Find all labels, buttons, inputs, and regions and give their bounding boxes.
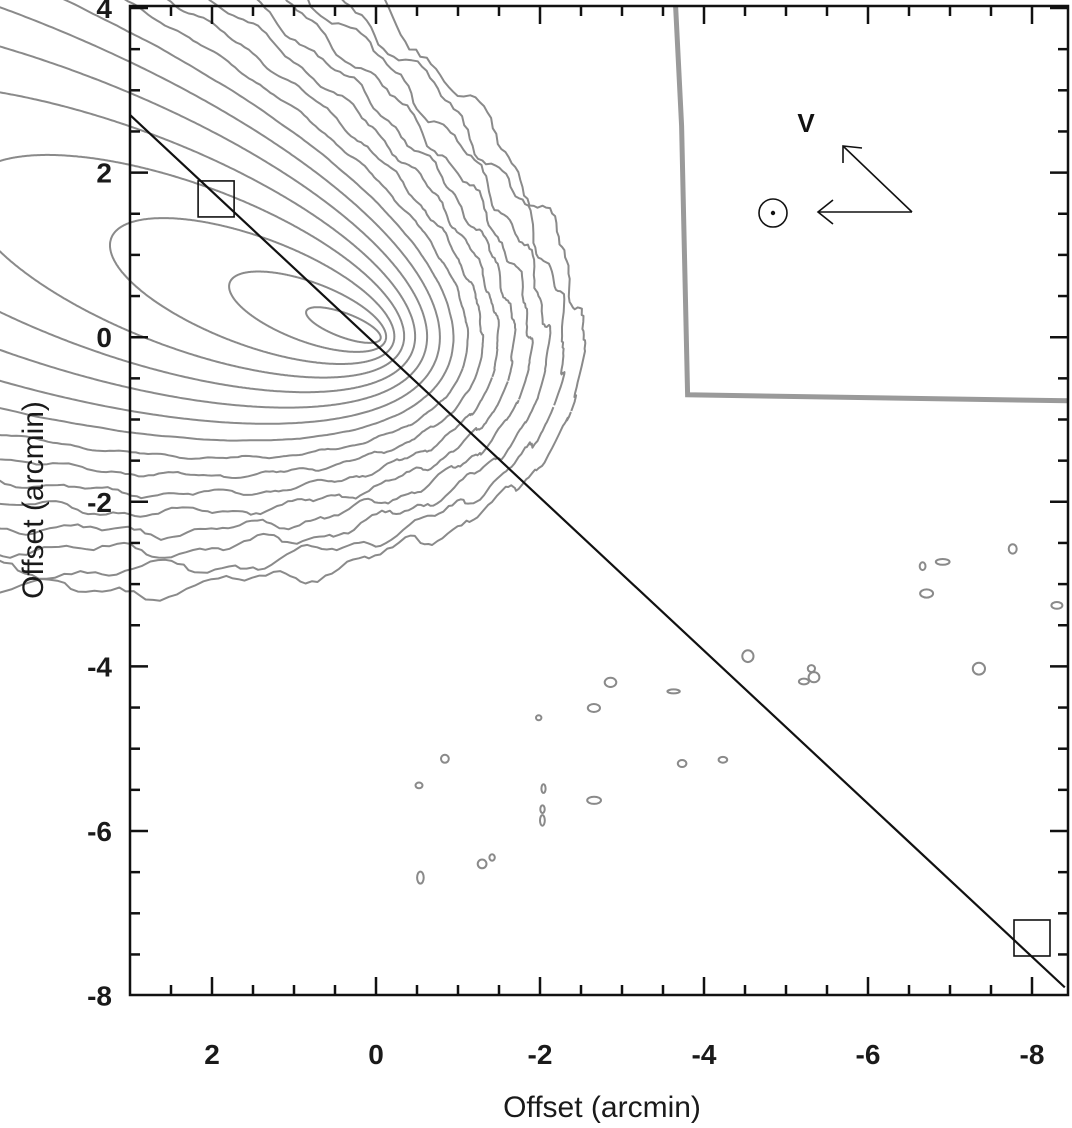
y-tick-label: 2 bbox=[96, 158, 112, 189]
contour-level-13 bbox=[0, 0, 534, 541]
noise-contour bbox=[488, 853, 496, 862]
noise-contour bbox=[586, 795, 602, 805]
contour-level-6 bbox=[0, 45, 429, 409]
noise-contour bbox=[535, 714, 543, 722]
noise-contour bbox=[414, 781, 424, 790]
axis-ticks bbox=[130, 6, 1068, 995]
noise-contour bbox=[676, 759, 688, 768]
x-tick-label: -4 bbox=[692, 1039, 717, 1070]
noise-contour bbox=[1007, 543, 1018, 555]
contour-level-3 bbox=[109, 217, 396, 365]
inset-border bbox=[673, 5, 1069, 404]
x-tick-label: -2 bbox=[528, 1039, 553, 1070]
square-markers bbox=[197, 180, 1051, 957]
noise-contour bbox=[603, 676, 618, 689]
y-tick-label: 0 bbox=[96, 322, 112, 353]
square-marker-1 bbox=[197, 180, 235, 218]
sun-symbol-icon bbox=[758, 198, 788, 228]
inset-panel: V bbox=[673, 5, 1069, 404]
noise-contour bbox=[934, 558, 951, 566]
contour-level-4 bbox=[0, 153, 406, 379]
noise-contour bbox=[586, 703, 602, 713]
noise-contour bbox=[539, 804, 546, 815]
x-tick-label: -6 bbox=[856, 1039, 881, 1070]
x-axis-label: Offset (arcmin) bbox=[503, 1091, 701, 1124]
y-tick-label: -2 bbox=[87, 487, 112, 518]
y-tick-label: -4 bbox=[87, 651, 112, 682]
x-tick-label: -8 bbox=[1020, 1039, 1045, 1070]
noise-contour bbox=[797, 677, 810, 686]
noise-contour bbox=[666, 688, 681, 695]
noise-contour bbox=[1050, 601, 1064, 610]
noise-contour bbox=[971, 661, 987, 676]
noise-contour bbox=[440, 753, 450, 764]
square-marker-2 bbox=[1013, 919, 1051, 957]
noise-contour bbox=[918, 561, 927, 572]
contour-level-5 bbox=[0, 91, 417, 394]
noise-contour bbox=[807, 671, 821, 684]
contour-level-1 bbox=[305, 306, 382, 344]
noise-contour bbox=[741, 649, 755, 664]
noise-contour bbox=[416, 870, 425, 885]
y-tick-label: 4 bbox=[96, 0, 112, 24]
contour-level-2 bbox=[228, 270, 388, 353]
noise-contour bbox=[539, 814, 546, 827]
contour-level-9 bbox=[0, 0, 470, 460]
inset-mask bbox=[679, 6, 1068, 401]
y-tick-label: -8 bbox=[87, 981, 112, 1012]
noise-contour bbox=[540, 783, 547, 794]
plot-frame bbox=[128, 4, 1070, 997]
contour-level-8 bbox=[0, 0, 455, 442]
noise-contour bbox=[717, 755, 729, 764]
noise-contour bbox=[476, 858, 488, 870]
x-tick-labels: 2 0 -2 -4 -6 -8 bbox=[204, 1039, 1044, 1070]
cut-line bbox=[129, 114, 1066, 989]
contour-level-15 bbox=[0, 0, 566, 580]
velocity-label: V bbox=[797, 108, 815, 138]
y-tick-label: -6 bbox=[87, 816, 112, 847]
contour-lines bbox=[0, 0, 1064, 885]
noise-contour bbox=[806, 664, 817, 674]
y-tick-labels: 4 2 0 -2 -4 -6 -8 bbox=[87, 0, 112, 1012]
x-tick-label: 2 bbox=[204, 1039, 220, 1070]
velocity-arrows-icon bbox=[816, 145, 913, 225]
noise-contour bbox=[919, 588, 935, 599]
x-tick-label: 0 bbox=[368, 1039, 384, 1070]
y-axis-label: Offset (arcmin) bbox=[17, 401, 50, 599]
contour-level-7 bbox=[0, 6, 441, 425]
